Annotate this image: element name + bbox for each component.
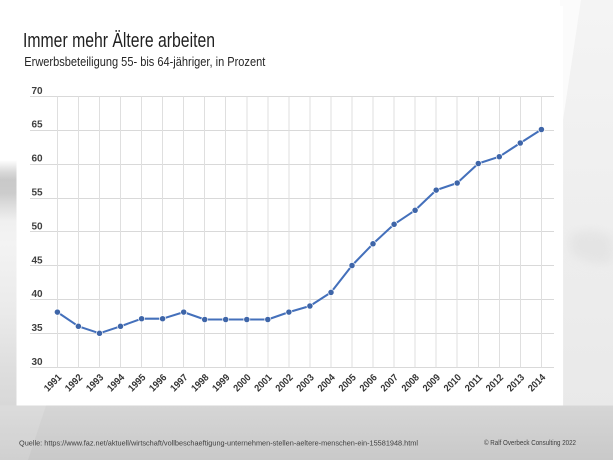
svg-text:Immer mehr Ältere arbeiten: Immer mehr Ältere arbeiten bbox=[23, 30, 215, 52]
svg-text:55: 55 bbox=[32, 188, 44, 199]
svg-text:45: 45 bbox=[32, 255, 44, 266]
svg-text:65: 65 bbox=[32, 120, 44, 131]
svg-text:35: 35 bbox=[32, 323, 44, 334]
svg-text:70: 70 bbox=[32, 86, 44, 97]
svg-text:© Ralf Overbeck Consulting 202: © Ralf Overbeck Consulting 2022 bbox=[484, 438, 576, 447]
svg-text:50: 50 bbox=[32, 221, 44, 232]
svg-text:Erwerbsbeteiligung 55- bis 64-: Erwerbsbeteiligung 55- bis 64-jähriger, … bbox=[24, 54, 265, 69]
svg-text:40: 40 bbox=[32, 289, 44, 300]
svg-text:60: 60 bbox=[32, 154, 44, 165]
svg-text:30: 30 bbox=[32, 357, 44, 368]
svg-text:Quelle: https://www.faz.net/ak: Quelle: https://www.faz.net/aktuell/wirt… bbox=[19, 438, 418, 447]
